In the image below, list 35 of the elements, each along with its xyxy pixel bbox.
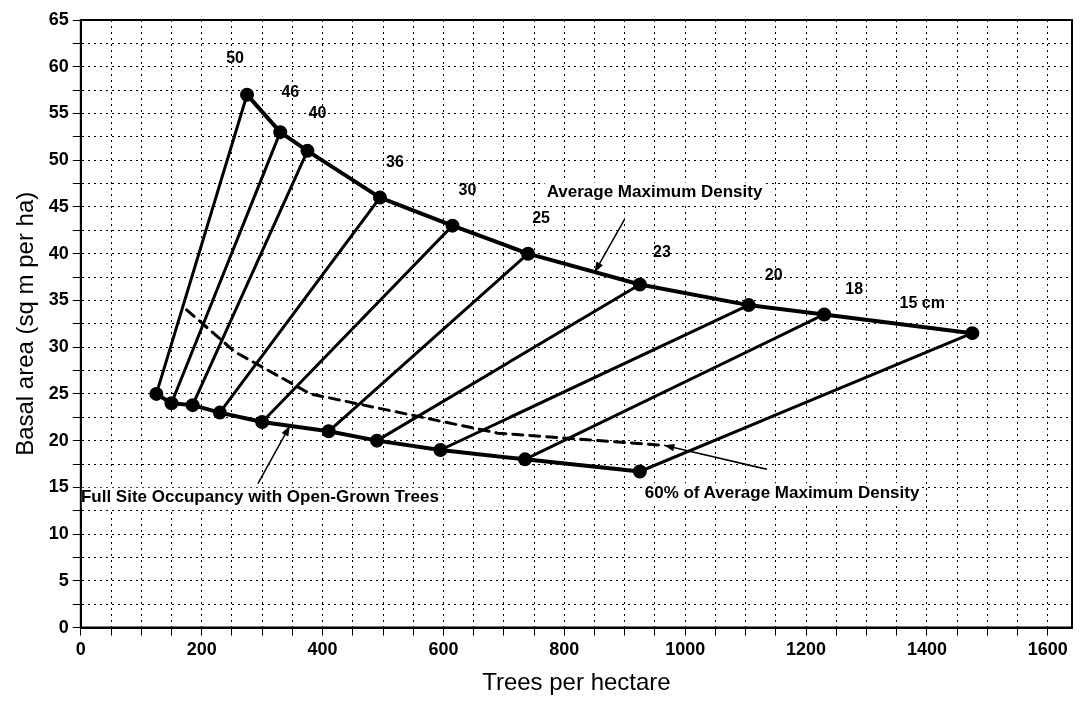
y-tick-label: 50 xyxy=(48,149,69,170)
y-tick-label: 0 xyxy=(58,616,69,637)
y-tick-label: 55 xyxy=(48,102,69,123)
x-tick-label: 1200 xyxy=(786,639,827,660)
annotation: 23 xyxy=(652,242,671,260)
x-tick-label: 200 xyxy=(186,639,217,660)
x-axis-title: Trees per hectare xyxy=(482,668,671,696)
y-tick-label: 60 xyxy=(48,55,69,76)
y-tick-label: 10 xyxy=(48,523,69,544)
y-tick-label: 30 xyxy=(48,336,69,357)
y-tick-label: 15 xyxy=(48,476,69,497)
y-tick-label: 20 xyxy=(48,429,69,450)
annotation: 40 xyxy=(308,104,327,122)
annotation: 50 xyxy=(226,49,245,67)
x-tick-label: 1600 xyxy=(1027,639,1068,660)
annotation: 25 xyxy=(532,209,551,227)
annotation: Average Maximum Density xyxy=(546,182,763,202)
y-tick-label: 45 xyxy=(48,195,69,216)
y-tick-label: 35 xyxy=(48,289,69,310)
x-tick-label: 1000 xyxy=(665,639,706,660)
y-tick-label: 25 xyxy=(48,382,69,403)
x-tick-label: 1400 xyxy=(906,639,947,660)
x-tick-label: 600 xyxy=(428,639,459,660)
x-tick-label: 800 xyxy=(549,639,580,660)
y-axis-title: Basal area (sq m per ha) xyxy=(11,191,39,456)
x-tick-label: 0 xyxy=(75,639,86,660)
x-tick-label: 400 xyxy=(307,639,338,660)
annotation: 60% of Average Maximum Density xyxy=(644,483,920,503)
y-tick-label: 5 xyxy=(58,569,69,590)
annotation: 18 xyxy=(845,279,864,297)
annotation: Full Site Occupancy with Open-Grown Trees xyxy=(80,487,439,507)
y-tick-label: 40 xyxy=(48,242,69,263)
y-tick-label: 65 xyxy=(48,8,69,29)
annotation: 30 xyxy=(458,181,477,199)
annotation: 36 xyxy=(386,153,404,171)
